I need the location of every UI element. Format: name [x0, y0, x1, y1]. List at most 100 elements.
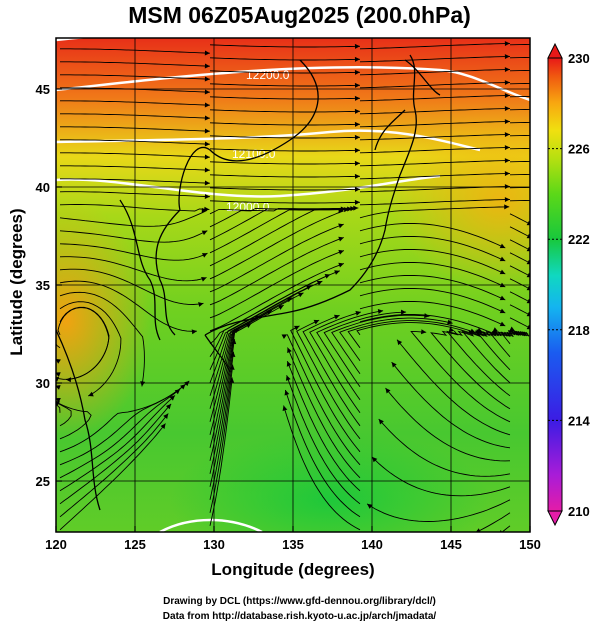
streamline-arrow [504, 158, 510, 164]
streamline [509, 278, 529, 289]
streamline-arrow [526, 233, 530, 239]
colorbar-min-arrow [547, 510, 563, 527]
streamline-arrow [174, 389, 181, 395]
streamline-arrow [278, 305, 284, 310]
streamline [385, 387, 511, 462]
streamline [461, 329, 511, 384]
streamline-arrow [191, 329, 197, 335]
streamline [59, 388, 181, 479]
streamline-arrow [198, 302, 204, 307]
streamline-arrow [266, 310, 272, 316]
streamline-arrow [526, 220, 530, 226]
streamline [57, 403, 72, 427]
streamline [359, 235, 506, 262]
streamline [59, 230, 208, 243]
streamline [430, 330, 511, 410]
streamline [209, 364, 234, 513]
streamline [490, 330, 529, 358]
streamline-arrow [324, 274, 331, 279]
streamline-arrow [201, 276, 207, 282]
streamline [209, 315, 261, 448]
streamline-arrow [504, 132, 510, 138]
streamline [302, 314, 361, 427]
contour-label-12100: 12100.0 [232, 147, 276, 161]
colorbar: 230 226 222 218 214 210 [547, 42, 590, 527]
streamline-arrow [504, 184, 510, 190]
streamline [209, 70, 361, 74]
streamline-arrow [526, 324, 530, 330]
streamline [309, 311, 362, 414]
streamline [359, 206, 510, 219]
streamline [446, 330, 511, 397]
x-tick-label: 130 [203, 537, 225, 552]
streamline [286, 375, 361, 505]
streamline-arrow [354, 56, 360, 62]
streamline [359, 222, 506, 249]
streamline-arrow [338, 236, 344, 242]
streamline [359, 173, 510, 180]
streamline [209, 338, 235, 487]
streamline-arrow [401, 309, 407, 315]
streamline-arrow [282, 405, 288, 412]
longitude-axis: 120 125 130 135 140 145 150 [45, 526, 541, 552]
streamline-arrow [204, 128, 210, 134]
streamline-arrow [65, 377, 72, 383]
streamline [209, 122, 361, 126]
streamline-arrow [180, 384, 186, 390]
streamline [59, 243, 208, 261]
streamline-arrow [504, 145, 510, 151]
streamline-arrow [492, 327, 499, 332]
streamline-arrow [354, 43, 360, 49]
streamline-arrow [354, 173, 360, 179]
streamline-arrow [338, 223, 344, 229]
streamline-arrow [475, 328, 481, 334]
streamline-arrow [509, 326, 515, 332]
streamline [391, 361, 511, 449]
streamline-arrow [475, 528, 481, 532]
streamline [396, 339, 511, 436]
streamline-arrow [504, 197, 510, 203]
streamline-arrow [284, 390, 290, 396]
streamline-arrow [229, 364, 235, 370]
streamline-arrow [531, 336, 536, 342]
streamline [359, 147, 510, 154]
streamline [323, 311, 407, 388]
streamline [59, 291, 145, 387]
streamline-arrow [160, 423, 166, 429]
x-tick-label: 145 [440, 537, 462, 552]
streamline-arrow [313, 319, 320, 325]
streamline-arrow [233, 328, 240, 334]
streamline-arrow [504, 80, 510, 86]
streamline-arrow [448, 327, 455, 333]
credit-line-drawing: Drawing by DCL (https://www.gfd-dennou.o… [163, 596, 436, 607]
streamline [359, 82, 510, 89]
streamline-arrow [201, 230, 208, 236]
streamline [287, 347, 361, 479]
streamline-arrow [229, 377, 235, 383]
streamline [296, 319, 361, 440]
streamline-arrow [56, 385, 61, 390]
streamline-arrow [499, 321, 506, 327]
streamline [359, 56, 510, 63]
streamline [209, 135, 361, 139]
streamline-arrow [354, 95, 360, 101]
streamline-arrow [286, 361, 292, 367]
streamline-arrow [504, 119, 510, 125]
streamline-arrow [499, 256, 506, 262]
coastlines [56, 54, 441, 511]
streamline-arrow [338, 208, 344, 214]
streamline-arrow [245, 323, 252, 329]
streamline-arrow [338, 249, 344, 255]
streamline [475, 330, 519, 371]
streamline-arrow [163, 413, 169, 419]
streamline [331, 314, 430, 375]
streamline [209, 57, 361, 61]
x-tick-label: 135 [282, 537, 304, 552]
x-tick-label: 125 [124, 537, 146, 552]
streamline [59, 256, 207, 282]
streamline-arrow [354, 82, 360, 88]
streamline-arrow [378, 418, 384, 425]
streamline [209, 96, 361, 100]
streamline [209, 297, 293, 409]
streamline-arrow [504, 54, 510, 60]
